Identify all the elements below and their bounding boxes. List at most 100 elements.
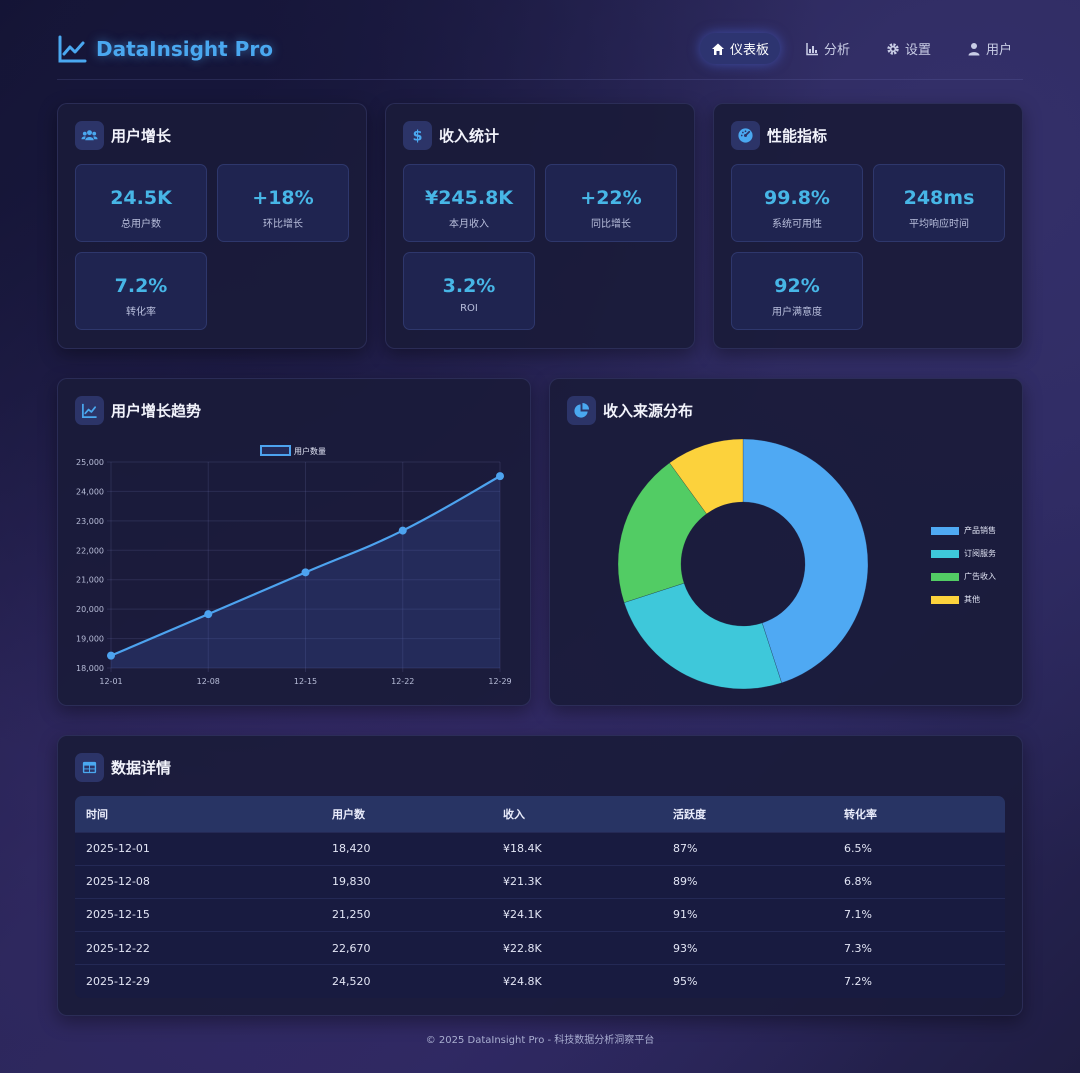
cell-activity: 87% bbox=[673, 842, 698, 856]
y-tick-label: 18,000 bbox=[76, 664, 104, 673]
user-growth-line-chart: 18,000 19,000 20,000 21,000 22,000 23,000 24,0… bbox=[76, 445, 512, 686]
cell-revenue: ¥18.4K bbox=[503, 842, 542, 856]
cell-users: 19,830 bbox=[332, 875, 371, 889]
gear-icon bbox=[887, 42, 899, 55]
table-row[interactable]: 2025-12-08 19,830 ¥21.3K 89% 6.8% bbox=[75, 865, 1005, 899]
column-header-revenue[interactable]: 收入 bbox=[503, 807, 525, 821]
metric-label: ROI bbox=[460, 303, 478, 314]
cell-activity: 93% bbox=[673, 941, 698, 955]
cell-time: 2025-12-15 bbox=[86, 908, 150, 922]
metric-label: 环比增长 bbox=[263, 219, 303, 230]
legend-swatch bbox=[931, 549, 959, 558]
metric-availability: 99.8% 系统可用性 bbox=[731, 164, 863, 242]
app-header: DataInsight Pro 仪表板 分析 设置 用户 bbox=[57, 30, 1023, 80]
cell-time: 2025-12-29 bbox=[86, 975, 150, 989]
nav-item-analysis[interactable]: 分析 bbox=[794, 33, 861, 64]
nav-item-dashboard[interactable]: 仪表板 bbox=[699, 33, 780, 64]
card-header: 收入来源分布 bbox=[567, 396, 693, 425]
brand[interactable]: DataInsight Pro bbox=[57, 34, 273, 64]
nav-item-users[interactable]: 用户 bbox=[956, 33, 1023, 64]
data-point bbox=[301, 568, 310, 577]
svg-text:$: $ bbox=[413, 129, 423, 144]
column-header-activity[interactable]: 活跃度 bbox=[673, 807, 706, 821]
metric-roi: 3.2% ROI bbox=[403, 252, 535, 330]
metric-label: 平均响应时间 bbox=[909, 219, 969, 230]
cell-users: 24,520 bbox=[332, 975, 371, 989]
legend-label: 用户数量 bbox=[294, 446, 326, 456]
table-row[interactable]: 2025-12-15 21,250 ¥24.1K 91% 7.1% bbox=[75, 898, 1005, 932]
legend-label: 产品销售 bbox=[964, 526, 996, 535]
metric-total-users: 24.5K 总用户数 bbox=[75, 164, 207, 242]
performance-card: 性能指标 99.8% 系统可用性 248ms 平均响应时间 92% 用户满意度 bbox=[713, 103, 1023, 349]
table-row[interactable]: 2025-12-29 24,520 ¥24.8K 95% 7.2% bbox=[75, 964, 1005, 998]
metric-label: 系统可用性 bbox=[772, 219, 822, 230]
legend-label: 广告收入 bbox=[964, 572, 996, 581]
data-point bbox=[204, 610, 213, 619]
data-point bbox=[107, 651, 115, 660]
card-title: 用户增长趋势 bbox=[111, 402, 202, 420]
metric-value: +18% bbox=[252, 187, 314, 209]
legend-item[interactable]: 订阅服务 bbox=[931, 548, 996, 559]
donut-slice bbox=[669, 438, 744, 515]
cell-users: 22,670 bbox=[332, 941, 371, 955]
metric-value: +22% bbox=[580, 187, 642, 209]
nav-label: 分析 bbox=[823, 43, 850, 58]
metric-label: 用户满意度 bbox=[772, 307, 822, 318]
brand-title: DataInsight Pro bbox=[96, 37, 273, 61]
x-tick-label: 12-08 bbox=[197, 677, 220, 686]
cell-time: 2025-12-01 bbox=[86, 842, 150, 856]
card-header: 数据详情 bbox=[75, 753, 171, 782]
revenue-donut-chart bbox=[617, 438, 869, 690]
data-point bbox=[496, 472, 504, 481]
nav-label: 设置 bbox=[904, 43, 931, 58]
legend-swatch bbox=[931, 572, 959, 581]
x-tick-label: 12-01 bbox=[99, 677, 122, 686]
data-table-wrapper: 时间 用户数 收入 活跃度 转化率 2025-12-01 18,420 ¥18.… bbox=[75, 796, 1005, 998]
cell-conversion: 7.2% bbox=[844, 975, 872, 989]
metric-value: 99.8% bbox=[764, 187, 830, 209]
pie-chart-icon bbox=[567, 396, 596, 425]
metric-monthly-revenue: ¥245.8K 本月收入 bbox=[403, 164, 535, 242]
card-title: 数据详情 bbox=[111, 759, 172, 777]
metric-value: 248ms bbox=[903, 187, 975, 209]
donut-slice bbox=[742, 438, 869, 684]
metric-yoy-growth: +22% 同比增长 bbox=[545, 164, 677, 242]
legend-item[interactable]: 其他 bbox=[931, 594, 996, 605]
x-tick-label: 12-22 bbox=[391, 677, 414, 686]
y-tick-label: 23,000 bbox=[76, 517, 104, 526]
data-detail-card: 数据详情 时间 用户数 收入 活跃度 转化率 2025-12-01 18,420… bbox=[57, 735, 1023, 1016]
column-header-users[interactable]: 用户数 bbox=[332, 807, 365, 821]
metric-label: 本月收入 bbox=[449, 219, 489, 230]
revenue-card: $ 收入统计 ¥245.8K 本月收入 +22% 同比增长 3.2% ROI bbox=[385, 103, 695, 349]
nav-label: 仪表板 bbox=[729, 43, 769, 58]
cell-activity: 91% bbox=[673, 908, 698, 922]
column-header-conversion[interactable]: 转化率 bbox=[844, 807, 877, 821]
table-row[interactable]: 2025-12-01 18,420 ¥18.4K 87% 6.5% bbox=[75, 832, 1005, 866]
legend-label: 订阅服务 bbox=[964, 549, 996, 558]
nav-item-settings[interactable]: 设置 bbox=[875, 33, 942, 64]
metric-value: 92% bbox=[774, 275, 820, 297]
data-table: 时间 用户数 收入 活跃度 转化率 2025-12-01 18,420 ¥18.… bbox=[75, 796, 1005, 998]
user-icon bbox=[968, 42, 980, 55]
cell-revenue: ¥22.8K bbox=[503, 941, 542, 955]
area-fill bbox=[111, 476, 500, 668]
table-icon bbox=[75, 753, 104, 782]
cell-revenue: ¥24.8K bbox=[503, 975, 542, 989]
legend-item[interactable]: 产品销售 bbox=[931, 525, 996, 536]
table-row[interactable]: 2025-12-22 22,670 ¥22.8K 93% 7.3% bbox=[75, 931, 1005, 965]
metric-value: 24.5K bbox=[110, 187, 172, 209]
cell-time: 2025-12-08 bbox=[86, 875, 150, 889]
x-tick-label: 12-29 bbox=[488, 677, 511, 686]
card-header: 用户增长趋势 bbox=[75, 396, 201, 425]
chart-icon bbox=[806, 42, 818, 55]
legend-swatch bbox=[931, 526, 959, 535]
metric-conversion: 7.2% 转化率 bbox=[75, 252, 207, 330]
metric-satisfaction: 92% 用户满意度 bbox=[731, 252, 863, 330]
cell-revenue: ¥24.1K bbox=[503, 908, 542, 922]
legend-item[interactable]: 广告收入 bbox=[931, 571, 996, 582]
donut-slice bbox=[623, 582, 782, 690]
dollar-icon: $ bbox=[403, 121, 432, 150]
card-title: 收入统计 bbox=[439, 127, 500, 145]
column-header-time[interactable]: 时间 bbox=[86, 807, 108, 821]
trend-logo-icon bbox=[58, 35, 87, 63]
